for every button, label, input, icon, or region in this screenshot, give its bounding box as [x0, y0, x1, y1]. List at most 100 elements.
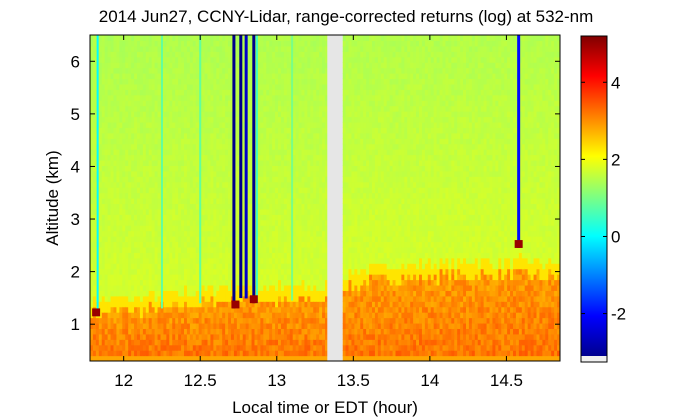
heatmap-cell: [201, 230, 206, 237]
heatmap-cell: [189, 350, 194, 357]
heatmap-cell: [131, 83, 135, 90]
heatmap-cell: [131, 94, 135, 101]
heatmap-cell: [213, 67, 217, 74]
heatmap-cell: [186, 176, 191, 183]
heatmap-cell: [137, 62, 141, 69]
heatmap-cell: [204, 35, 209, 42]
heatmap-cell: [210, 105, 214, 112]
heatmap-cell: [172, 170, 176, 177]
heatmap-cell: [186, 105, 191, 112]
heatmap-cell: [154, 203, 159, 210]
heatmap-cell: [169, 203, 173, 210]
heatmap-cell: [181, 279, 185, 286]
heatmap-cell: [122, 143, 126, 150]
heatmap-cell: [201, 35, 206, 42]
heatmap-cell: [154, 306, 159, 313]
heatmap-cell: [219, 350, 223, 357]
heatmap-cell: [157, 94, 162, 101]
heatmap-cell: [157, 154, 162, 161]
heatmap-cell: [192, 306, 197, 313]
heatmap-cell: [222, 328, 226, 335]
heatmap-cell: [119, 159, 123, 166]
heatmap-cell: [128, 111, 132, 118]
heatmap-cell: [148, 94, 153, 101]
heatmap-cell: [116, 312, 120, 319]
heatmap-cell: [210, 241, 214, 248]
heatmap-cell: [145, 333, 150, 340]
heatmap-cell: [219, 214, 223, 221]
heatmap-cell: [181, 257, 185, 264]
heatmap-cell: [184, 116, 188, 123]
heatmap-cell: [192, 263, 197, 270]
heatmap-cell: [113, 83, 118, 90]
heatmap-cell: [186, 236, 191, 243]
heatmap-cell: [119, 317, 123, 324]
heatmap-cell: [219, 94, 223, 101]
heatmap-cell: [169, 159, 173, 166]
heatmap-cell: [101, 219, 106, 226]
heatmap-cell: [122, 100, 126, 107]
heatmap-cell: [184, 51, 188, 58]
heatmap-cell: [192, 333, 197, 340]
heatmap-cell: [131, 322, 135, 329]
heatmap-cell: [151, 94, 156, 101]
heatmap-cell: [154, 208, 159, 215]
heatmap-cell: [172, 312, 176, 319]
heatmap-cell: [151, 78, 156, 85]
heatmap-cell: [90, 214, 94, 221]
heatmap-cell: [178, 339, 182, 346]
heatmap-cell: [95, 339, 100, 346]
heatmap-cell: [175, 274, 179, 281]
heatmap-cell: [92, 100, 97, 107]
heatmap-cell: [186, 121, 191, 128]
heatmap-cell: [107, 100, 112, 107]
heatmap-cell: [178, 263, 182, 270]
heatmap-cell: [186, 149, 191, 156]
heatmap-cell: [204, 121, 209, 128]
heatmap-cell: [169, 312, 173, 319]
heatmap-cell: [175, 35, 179, 42]
heatmap-cell: [148, 333, 153, 340]
heatmap-cell: [189, 355, 194, 361]
heatmap-cell: [219, 322, 223, 329]
heatmap-cell: [134, 268, 138, 275]
heatmap-cell: [166, 274, 170, 281]
heatmap-cell: [222, 312, 226, 319]
heatmap-cell: [113, 176, 118, 183]
heatmap-cell: [192, 51, 197, 58]
heatmap-cell: [154, 198, 159, 205]
heatmap-cell: [154, 159, 159, 166]
heatmap-cell: [210, 192, 214, 199]
heatmap-cell: [181, 56, 185, 63]
heatmap-cell: [184, 45, 188, 52]
heatmap-cell: [107, 132, 112, 139]
heatmap-cell: [186, 295, 191, 302]
heatmap-cell: [189, 170, 194, 177]
heatmap-cell: [148, 51, 153, 58]
heatmap-cell: [204, 78, 209, 85]
heatmap-cell: [178, 176, 182, 183]
heatmap-cell: [113, 127, 118, 134]
heatmap-cell: [116, 62, 120, 69]
heatmap-cell: [125, 40, 129, 47]
heatmap-cell: [184, 176, 188, 183]
heatmap-cell: [116, 159, 120, 166]
heatmap-cell: [116, 192, 120, 199]
heatmap-cell: [104, 214, 109, 221]
heatmap-cell: [145, 121, 150, 128]
heatmap-cell: [192, 246, 197, 253]
heatmap-cell: [166, 35, 170, 42]
heatmap-cell: [148, 279, 153, 286]
heatmap-cell: [219, 268, 223, 275]
heatmap-cell: [92, 350, 97, 357]
heatmap-cell: [145, 241, 150, 248]
heatmap-cell: [181, 83, 185, 90]
heatmap-cell: [198, 312, 203, 319]
heatmap-cell: [166, 355, 170, 361]
heatmap-cell: [137, 257, 141, 264]
heatmap-cell: [125, 333, 129, 340]
heatmap-cell: [107, 127, 112, 134]
heatmap-cell: [98, 252, 103, 259]
heatmap-cell: [116, 322, 120, 329]
heatmap-cell: [145, 89, 150, 96]
